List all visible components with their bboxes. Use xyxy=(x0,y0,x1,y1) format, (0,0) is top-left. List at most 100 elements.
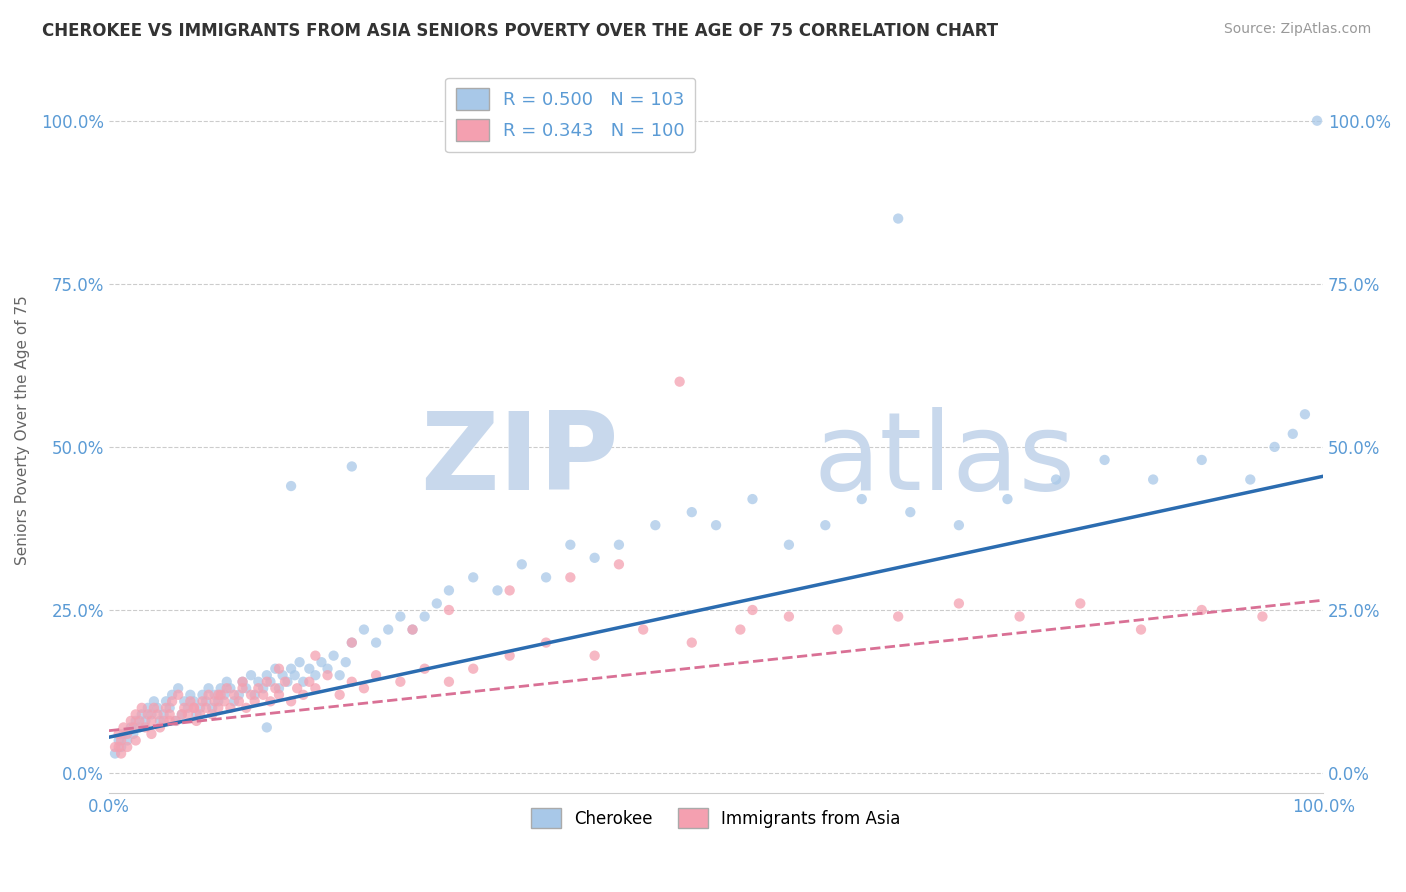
Point xyxy=(463,570,485,584)
Point xyxy=(264,662,287,676)
Point xyxy=(183,701,205,715)
Point xyxy=(204,688,226,702)
Point xyxy=(159,714,181,728)
Point xyxy=(128,720,150,734)
Point xyxy=(316,662,339,676)
Point xyxy=(304,681,326,696)
Point xyxy=(583,550,606,565)
Point xyxy=(110,739,132,754)
Point xyxy=(681,505,703,519)
Text: CHEROKEE VS IMMIGRANTS FROM ASIA SENIORS POVERTY OVER THE AGE OF 75 CORRELATION : CHEROKEE VS IMMIGRANTS FROM ASIA SENIORS… xyxy=(42,22,998,40)
Point xyxy=(167,681,190,696)
Point xyxy=(256,668,278,682)
Point xyxy=(340,635,363,649)
Point xyxy=(107,733,129,747)
Point xyxy=(311,655,333,669)
Point xyxy=(155,701,177,715)
Point xyxy=(534,635,557,649)
Point xyxy=(560,570,582,584)
Point xyxy=(142,694,165,708)
Point xyxy=(188,707,211,722)
Point xyxy=(177,707,200,722)
Point xyxy=(134,720,156,734)
Point xyxy=(510,558,533,572)
Point xyxy=(304,648,326,663)
Point xyxy=(179,688,201,702)
Point xyxy=(644,518,666,533)
Point xyxy=(165,714,187,728)
Point xyxy=(353,681,375,696)
Point xyxy=(1130,623,1153,637)
Point xyxy=(280,479,302,493)
Point xyxy=(104,739,127,754)
Point xyxy=(122,720,145,734)
Point xyxy=(146,701,169,715)
Point xyxy=(1069,597,1091,611)
Point xyxy=(340,459,363,474)
Point xyxy=(887,609,910,624)
Point xyxy=(215,681,238,696)
Point xyxy=(243,694,266,708)
Point xyxy=(160,694,183,708)
Point xyxy=(426,597,449,611)
Point xyxy=(110,733,132,747)
Point xyxy=(778,609,800,624)
Point xyxy=(222,688,245,702)
Point xyxy=(304,668,326,682)
Point xyxy=(377,623,399,637)
Point xyxy=(235,681,257,696)
Point xyxy=(122,727,145,741)
Point xyxy=(267,662,290,676)
Point xyxy=(948,597,970,611)
Point xyxy=(389,674,412,689)
Point xyxy=(240,668,263,682)
Point xyxy=(131,707,153,722)
Point xyxy=(115,739,138,754)
Point xyxy=(1281,426,1303,441)
Point xyxy=(104,747,127,761)
Point xyxy=(259,694,281,708)
Point xyxy=(186,707,208,722)
Legend: Cherokee, Immigrants from Asia: Cherokee, Immigrants from Asia xyxy=(524,801,907,835)
Point xyxy=(170,707,193,722)
Point xyxy=(222,694,245,708)
Point xyxy=(125,707,148,722)
Point xyxy=(207,701,229,715)
Point xyxy=(534,570,557,584)
Point xyxy=(413,662,436,676)
Point xyxy=(214,688,236,702)
Point xyxy=(413,609,436,624)
Point xyxy=(231,681,253,696)
Point xyxy=(197,681,219,696)
Point xyxy=(115,727,138,741)
Point xyxy=(173,694,195,708)
Point xyxy=(183,701,205,715)
Point xyxy=(437,674,460,689)
Point xyxy=(197,688,219,702)
Point xyxy=(280,662,302,676)
Point xyxy=(364,635,387,649)
Point xyxy=(498,648,520,663)
Point xyxy=(142,701,165,715)
Point xyxy=(112,720,135,734)
Point xyxy=(177,701,200,715)
Point xyxy=(276,674,298,689)
Point xyxy=(280,694,302,708)
Point xyxy=(209,688,232,702)
Point xyxy=(191,688,214,702)
Point xyxy=(152,707,174,722)
Point xyxy=(110,747,132,761)
Point xyxy=(681,635,703,649)
Point xyxy=(228,688,250,702)
Point xyxy=(125,714,148,728)
Point xyxy=(498,583,520,598)
Point xyxy=(267,688,290,702)
Point xyxy=(1239,473,1261,487)
Point xyxy=(243,688,266,702)
Point xyxy=(997,492,1019,507)
Point xyxy=(1306,113,1329,128)
Point xyxy=(204,694,226,708)
Point xyxy=(252,681,274,696)
Point xyxy=(240,688,263,702)
Point xyxy=(322,648,344,663)
